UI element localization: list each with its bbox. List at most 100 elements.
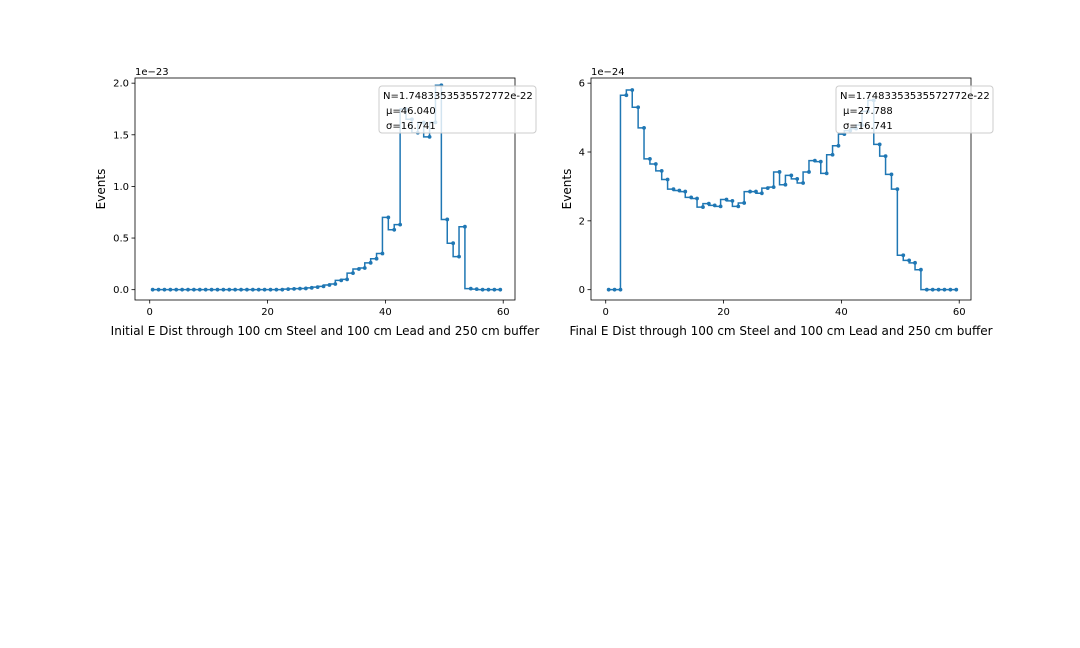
initial-energy-data-point [315, 285, 320, 289]
final-energy-data-point [759, 191, 764, 196]
initial-energy-plot-layer [150, 83, 503, 292]
final-energy-data-point [677, 188, 682, 193]
final-energy-y-axis-label: Events [560, 169, 574, 210]
final-energy-legend-box [835, 85, 994, 134]
final-energy-x-tick-label: 60 [953, 307, 966, 318]
initial-energy-data-point [445, 217, 450, 222]
initial-energy-data-point [327, 283, 332, 287]
initial-energy-data-point [180, 287, 185, 292]
final-energy-data-point [783, 182, 788, 187]
initial-energy-data-point [345, 277, 349, 282]
initial-energy-data-point [250, 287, 255, 292]
initial-energy-data-point [209, 287, 214, 292]
final-energy-data-point [736, 204, 741, 209]
initial-energy-x-tick-label: 20 [261, 307, 274, 318]
initial-energy-data-point [380, 251, 385, 256]
final-energy-data-point [830, 152, 835, 157]
initial-energy-data-point [498, 287, 503, 292]
initial-energy-y-tick-label: 1.0 [113, 182, 129, 193]
final-energy-data-point [901, 253, 906, 258]
initial-energy-data-point [256, 287, 261, 292]
final-energy-y-tick-label: 4 [579, 148, 585, 159]
final-energy-legend-sigma: σ=16.741 [843, 121, 893, 132]
final-energy-data-point [701, 205, 705, 209]
final-energy-data-point [630, 88, 635, 92]
initial-energy-data-point [368, 260, 373, 265]
initial-energy-data-point [386, 215, 391, 220]
initial-energy-data-point [351, 271, 355, 276]
initial-energy-data-point [457, 254, 461, 259]
final-energy-data-point [930, 287, 935, 292]
final-energy-data-point [606, 287, 611, 292]
final-energy-data-point [913, 260, 917, 265]
final-energy-data-point [924, 287, 929, 292]
initial-energy-y-tick-label: 2.0 [113, 79, 129, 90]
initial-energy-legend: N=1.7483353535572772e-22 μ=46.040 σ=16.7… [378, 85, 537, 134]
final-energy-data-point [836, 143, 841, 148]
initial-energy-data-point [492, 287, 497, 292]
final-energy-data-point [724, 197, 729, 202]
initial-energy-chart: 0 20 40 60 0.0 0.5 1.0 1.5 2.0 1e−23 Events Init… [94, 67, 539, 338]
initial-energy-data-point [215, 287, 220, 292]
initial-energy-data-point [292, 286, 296, 291]
initial-energy-data-point [486, 287, 491, 292]
final-energy-data-point [812, 158, 817, 163]
final-energy-data-point [612, 287, 617, 292]
final-energy-data-point [789, 173, 794, 178]
final-energy-data-point [942, 287, 947, 292]
final-energy-data-point [742, 201, 747, 205]
initial-energy-data-point [274, 287, 279, 292]
initial-energy-legend-box [378, 85, 537, 134]
final-energy-data-point [706, 201, 711, 206]
initial-energy-ticks: 0 20 40 60 0.0 0.5 1.0 1.5 2.0 [113, 79, 509, 318]
initial-energy-y-tick-label: 1.5 [113, 130, 129, 141]
initial-energy-legend-entries: N=1.7483353535572772e-22 [383, 91, 533, 102]
initial-energy-data-point [233, 287, 238, 292]
initial-energy-axes-frame [134, 77, 516, 301]
initial-energy-data-point [280, 287, 285, 292]
initial-energy-data-point [321, 284, 326, 289]
final-energy-x-tick-label: 40 [835, 307, 848, 318]
final-energy-data-point [771, 185, 776, 190]
final-energy-offset-text: 1e−24 [591, 67, 625, 78]
initial-energy-data-point [463, 224, 467, 229]
initial-energy-data-point [339, 278, 344, 283]
final-energy-data-point [695, 196, 699, 201]
initial-energy-x-tick-label: 40 [379, 307, 392, 318]
final-energy-data-point [818, 159, 823, 164]
final-energy-data-point [877, 142, 882, 147]
final-energy-data-point [807, 170, 811, 174]
final-energy-data-point [671, 187, 676, 192]
initial-energy-data-point [392, 227, 397, 232]
initial-energy-data-point [286, 287, 291, 292]
final-energy-data-point [936, 287, 941, 292]
final-energy-chart: 0 20 40 60 0 2 4 6 1e−24 Events Final E Dist th… [560, 67, 994, 338]
final-energy-data-point [648, 156, 652, 161]
initial-energy-legend-sigma: σ=16.741 [386, 121, 436, 132]
final-energy-data-point [683, 189, 688, 194]
initial-energy-data-point [239, 287, 243, 292]
final-energy-y-tick-label: 2 [579, 216, 585, 227]
final-energy-data-point [754, 189, 758, 194]
initial-energy-offset-text: 1e−23 [135, 67, 169, 78]
initial-energy-data-point [245, 287, 249, 292]
final-energy-data-point [712, 203, 717, 208]
final-energy-legend-mean: μ=27.788 [843, 106, 893, 117]
final-energy-data-point [748, 189, 752, 194]
initial-energy-data-point [168, 287, 173, 292]
initial-energy-y-axis-label: Events [94, 169, 108, 210]
initial-energy-legend-mean: μ=46.040 [386, 106, 436, 117]
initial-energy-x-axis-label: Initial E Dist through 100 cm Steel and … [111, 324, 540, 338]
final-energy-data-point [636, 105, 641, 110]
final-energy-axes-frame [590, 77, 972, 301]
final-energy-data-point [883, 154, 888, 159]
final-energy-data-point [618, 287, 623, 292]
initial-energy-data-point [197, 287, 202, 292]
final-energy-data-point [659, 169, 664, 173]
final-energy-data-point [653, 162, 658, 166]
final-energy-data-point [624, 93, 629, 98]
final-energy-y-tick-label: 6 [579, 79, 585, 90]
final-energy-data-point [718, 204, 723, 209]
initial-energy-data-point [309, 285, 314, 290]
